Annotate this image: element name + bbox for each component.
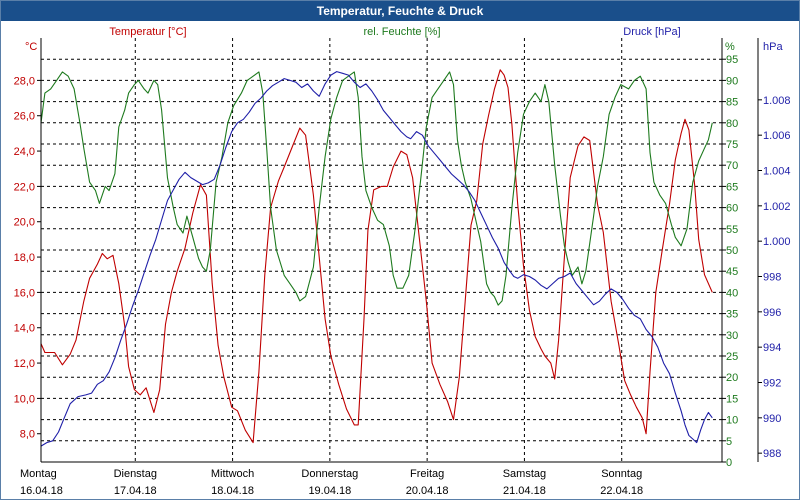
humidity-tick-label: 30 <box>726 330 738 342</box>
humidity-tick-label: 10 <box>726 415 738 427</box>
humidity-tick-label: 50 <box>726 245 738 257</box>
pressure-unit-label: hPa <box>763 41 783 53</box>
humidity-tick-label: 75 <box>726 139 738 151</box>
humidity-tick-label: 70 <box>726 160 738 172</box>
temperature-tick-label: 22,0 <box>14 181 35 193</box>
pressure-tick-label: 1.002 <box>763 201 791 213</box>
pressure-tick-label: 996 <box>763 307 781 319</box>
humidity-tick-label: 80 <box>726 118 738 130</box>
humidity-tick-label: 85 <box>726 97 738 109</box>
humidity-tick-label: 45 <box>726 266 738 278</box>
x-day-label: Dienstag <box>114 468 157 480</box>
series-layer <box>40 69 713 447</box>
x-date-label: 16.04.18 <box>20 485 63 497</box>
humidity-tick-label: 60 <box>726 203 738 215</box>
humidity-tick-label: 95 <box>726 54 738 66</box>
humidity-tick-label: 25 <box>726 351 738 363</box>
temperature-tick-label: 28,0 <box>14 75 35 87</box>
pressure-tick-label: 1.006 <box>763 130 791 142</box>
pressure-tick-label: 998 <box>763 272 781 284</box>
x-date-label: 19.04.18 <box>308 485 351 497</box>
humidity-tick-label: 35 <box>726 309 738 321</box>
humidity-tick-label: 90 <box>726 75 738 87</box>
grid <box>41 38 722 462</box>
humidity-tick-label: 65 <box>726 181 738 193</box>
temperature-tick-label: 20,0 <box>14 217 35 229</box>
pressure-tick-label: 988 <box>763 448 781 460</box>
series-line-humidity <box>40 71 713 306</box>
axes <box>37 38 762 463</box>
pressure-tick-label: 1.004 <box>763 166 791 178</box>
temperature-tick-label: 12,0 <box>14 358 35 370</box>
pressure-tick-label: 1.000 <box>763 236 791 248</box>
humidity-series-label: rel. Feuchte [%] <box>363 26 440 38</box>
x-date-label: 21.04.18 <box>503 485 546 497</box>
temperature-tick-label: 8,0 <box>20 429 35 441</box>
x-date-label: 17.04.18 <box>114 485 157 497</box>
x-day-label: Donnerstag <box>301 468 358 480</box>
humidity-tick-label: 55 <box>726 224 738 236</box>
x-day-label: Sonntag <box>601 468 642 480</box>
series-line-pressure <box>40 71 713 447</box>
title-bar: Temperatur, Feuchte & Druck <box>1 1 799 21</box>
pressure-series-label: Druck [hPa] <box>623 26 680 38</box>
humidity-tick-label: 5 <box>726 436 732 448</box>
temperature-series-label: Temperatur [°C] <box>109 26 186 38</box>
x-date-label: 18.04.18 <box>211 485 254 497</box>
pressure-tick-label: 992 <box>763 378 781 390</box>
humidity-tick-label: 40 <box>726 287 738 299</box>
temperature-tick-label: 26,0 <box>14 111 35 123</box>
x-day-label: Montag <box>20 468 57 480</box>
pressure-tick-label: 994 <box>763 342 781 354</box>
humidity-tick-label: 20 <box>726 372 738 384</box>
x-day-label: Mittwoch <box>211 468 254 480</box>
x-date-label: 22.04.18 <box>600 485 643 497</box>
series-line-temperature <box>40 69 713 444</box>
chart-title: Temperatur, Feuchte & Druck <box>316 4 484 18</box>
humidity-tick-label: 0 <box>726 457 732 469</box>
pressure-tick-label: 990 <box>763 413 781 425</box>
x-date-label: 20.04.18 <box>406 485 449 497</box>
x-day-label: Samstag <box>503 468 546 480</box>
temperature-tick-label: 24,0 <box>14 146 35 158</box>
x-day-label: Freitag <box>410 468 444 480</box>
temperature-tick-label: 14,0 <box>14 323 35 335</box>
humidity-tick-label: 15 <box>726 393 738 405</box>
temperature-tick-label: 10,0 <box>14 393 35 405</box>
labels: 8,0 10,0 12,0 14,0 16,0 18,0 20,0 22,0 24,0 26,0 2… <box>14 26 791 497</box>
temperature-tick-label: 16,0 <box>14 287 35 299</box>
pressure-tick-label: 1.008 <box>763 95 791 107</box>
temperature-tick-label: 18,0 <box>14 252 35 264</box>
humidity-unit-label: % <box>725 41 735 53</box>
temperature-unit-label: °C <box>25 41 37 53</box>
